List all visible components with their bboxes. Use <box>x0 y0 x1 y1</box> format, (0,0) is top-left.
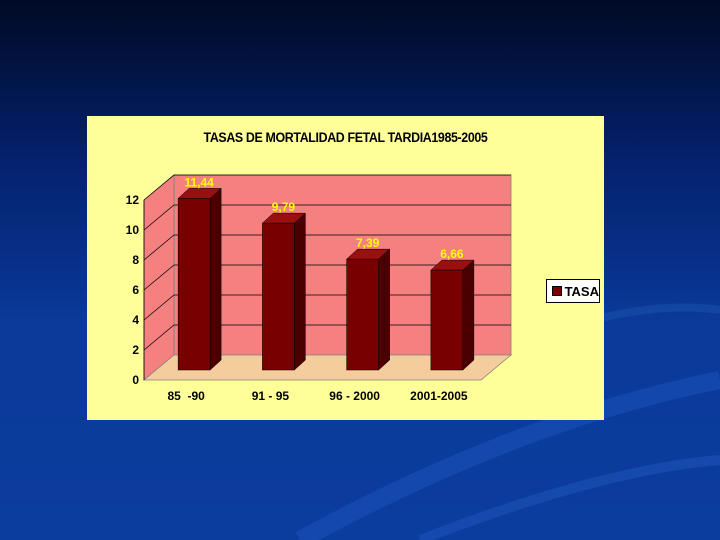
data-label: 11,44 <box>184 175 214 189</box>
data-label: 9,79 <box>272 200 296 214</box>
bar <box>345 248 391 371</box>
data-label: 6,66 <box>440 247 464 261</box>
bar-side <box>209 187 222 371</box>
y-tick-label: 10 <box>126 223 140 237</box>
legend: TASA <box>546 279 600 303</box>
legend-swatch <box>552 286 562 296</box>
gridline <box>143 234 511 261</box>
gridline <box>143 204 511 231</box>
y-tick-label: 0 <box>132 373 139 387</box>
chart-panel: TASAS DE MORTALIDAD FETAL TARDIA1985-200… <box>87 116 604 420</box>
x-tick-label: 96 - 2000 <box>329 389 380 403</box>
bar-front <box>262 222 295 371</box>
floor <box>142 354 513 381</box>
bar-side <box>294 212 306 371</box>
gridline <box>143 174 511 201</box>
bar <box>430 259 475 371</box>
bar-side <box>378 248 390 371</box>
bar-front <box>430 269 464 371</box>
x-tick-label: 2001-2005 <box>410 389 468 403</box>
x-tick-label: 85 -90 <box>167 389 205 403</box>
bar <box>261 212 307 371</box>
gridline <box>143 324 511 351</box>
y-tick-label: 12 <box>126 193 140 207</box>
gridline <box>143 264 511 291</box>
bar-front <box>177 198 211 371</box>
data-label: 7,39 <box>356 236 380 250</box>
x-tick-label: 91 - 95 <box>252 389 290 403</box>
y-tick-label: 2 <box>132 343 139 357</box>
y-tick-label: 4 <box>132 313 139 327</box>
gridline <box>143 294 511 321</box>
bar-chart: 0 2 4 6 8 10 12 11,44 85 -90 9,79 91 - 95 7,39 96 - … <box>126 174 513 403</box>
bar-front <box>346 258 379 371</box>
bar-side <box>462 259 475 371</box>
y-tick-label: 8 <box>132 253 139 267</box>
chart-title: TASAS DE MORTALIDAD FETAL TARDIA1985-200… <box>203 130 488 145</box>
legend-label: TASA <box>564 283 599 299</box>
bar <box>177 187 222 371</box>
y-tick-label: 6 <box>132 283 139 297</box>
